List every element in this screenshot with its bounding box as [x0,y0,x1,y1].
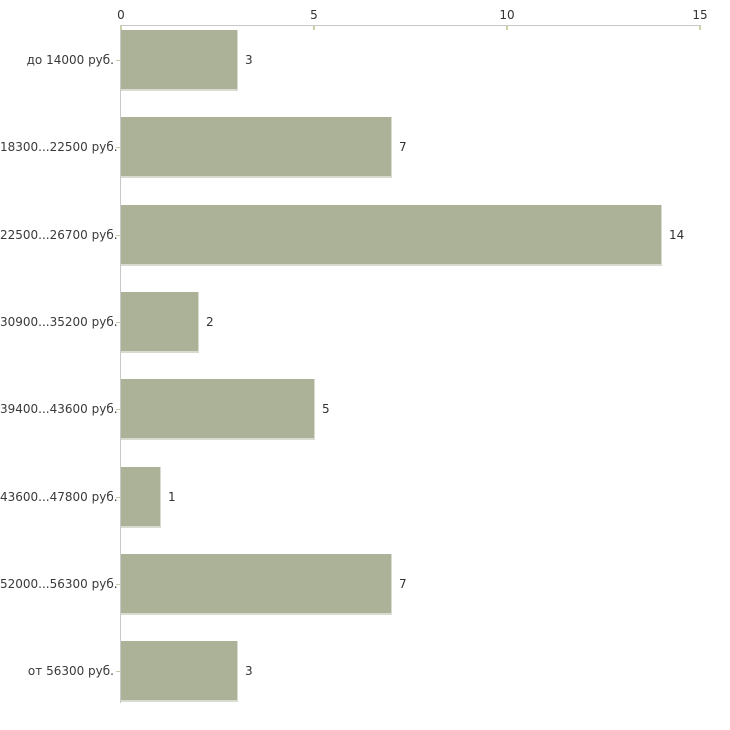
value-label: 5 [322,401,330,416]
x-tick-mark [120,26,122,30]
category-tick-mark [116,322,120,323]
bar [121,554,392,615]
x-tick-mark [506,26,508,30]
bar [121,30,238,91]
y-axis-line [120,25,121,703]
category-tick-mark [116,497,120,498]
bar [121,641,238,702]
category-label: 30900...35200 руб. [0,314,118,329]
bar [121,292,199,353]
x-tick-mark [699,26,701,30]
category-label: до 14000 руб. [26,52,114,67]
category-tick-mark [116,584,120,585]
category-tick-mark [116,147,120,148]
value-label: 14 [669,227,685,242]
category-label: от 56300 руб. [27,663,114,678]
category-tick-mark [116,671,120,672]
bar [121,117,392,178]
category-tick-mark [116,235,120,236]
value-label: 3 [245,52,253,67]
category-tick-mark [116,60,120,61]
bar [121,379,315,440]
category-label: 43600...47800 руб. [0,489,118,504]
value-label: 3 [245,663,253,678]
x-tick-label: 0 [117,8,125,22]
category-label: 22500...26700 руб. [0,227,118,242]
x-tick-mark [313,26,315,30]
value-label: 7 [399,139,407,154]
bar [121,205,662,266]
x-tick-label: 15 [692,8,708,22]
x-tick-label: 5 [310,8,318,22]
value-label: 7 [399,576,407,591]
category-tick-mark [116,409,120,410]
value-label: 1 [168,489,176,504]
x-axis-line [120,25,701,26]
category-label: 52000...56300 руб. [0,576,118,591]
category-label: 18300...22500 руб. [0,139,118,154]
category-label: 39400...43600 руб. [0,401,118,416]
bar [121,467,161,528]
x-tick-label: 10 [499,8,515,22]
value-label: 2 [206,314,214,329]
